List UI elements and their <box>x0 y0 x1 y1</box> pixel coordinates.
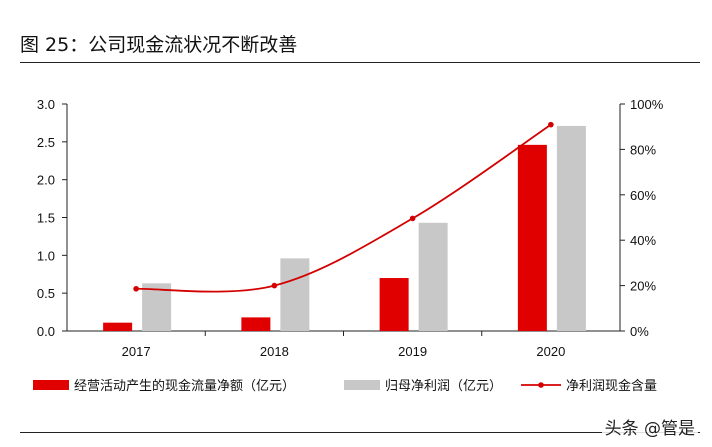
line-series <box>136 123 552 293</box>
line-point <box>271 282 278 289</box>
bottom-divider <box>20 432 700 433</box>
title-divider <box>20 62 700 63</box>
x-tick-label: 2019 <box>398 344 427 359</box>
x-tick-label: 2018 <box>260 344 289 359</box>
bar-0 <box>517 144 547 331</box>
legend-swatch-1 <box>344 380 380 390</box>
line-point <box>133 285 139 292</box>
x-tick-label: 2017 <box>122 344 151 359</box>
y-tick-label: 0.0 <box>37 324 55 339</box>
bar-1 <box>556 125 586 332</box>
bar-1 <box>142 283 172 331</box>
line-point <box>548 121 554 128</box>
figure-title: 图 25：公司现金流状况不断改善 <box>20 34 298 56</box>
x-tick-label: 2020 <box>536 344 565 359</box>
line-point <box>409 215 416 222</box>
bar-0 <box>379 278 409 331</box>
y-tick-label: 2.0 <box>37 173 55 188</box>
y2-tick-label: 20% <box>630 279 656 294</box>
legend-label-1: 归母净利润（亿元） <box>385 379 502 394</box>
y2-tick-label: 80% <box>630 142 656 157</box>
bar-1 <box>280 258 310 331</box>
y2-tick-label: 60% <box>630 188 656 203</box>
y-tick-label: 2.5 <box>37 135 55 150</box>
y-tick-label: 1.0 <box>37 248 55 263</box>
legend-swatch-0 <box>33 380 69 390</box>
y2-tick-label: 40% <box>630 233 656 248</box>
y2-tick-label: 100% <box>630 97 664 112</box>
legend-label-0: 经营活动产生的现金流量净额（亿元） <box>74 378 295 394</box>
watermark: 头条 @管是 <box>601 414 698 439</box>
bar-0 <box>103 322 133 331</box>
legend-label-2: 净利润现金含量 <box>566 378 657 394</box>
bar-0 <box>241 317 271 331</box>
bar-1 <box>418 222 448 331</box>
y2-tick-label: 0% <box>630 324 649 339</box>
y-tick-label: 1.5 <box>37 211 55 226</box>
legend-marker-2 <box>538 382 544 388</box>
y-tick-label: 0.5 <box>37 286 55 301</box>
y-tick-label: 3.0 <box>37 97 55 112</box>
